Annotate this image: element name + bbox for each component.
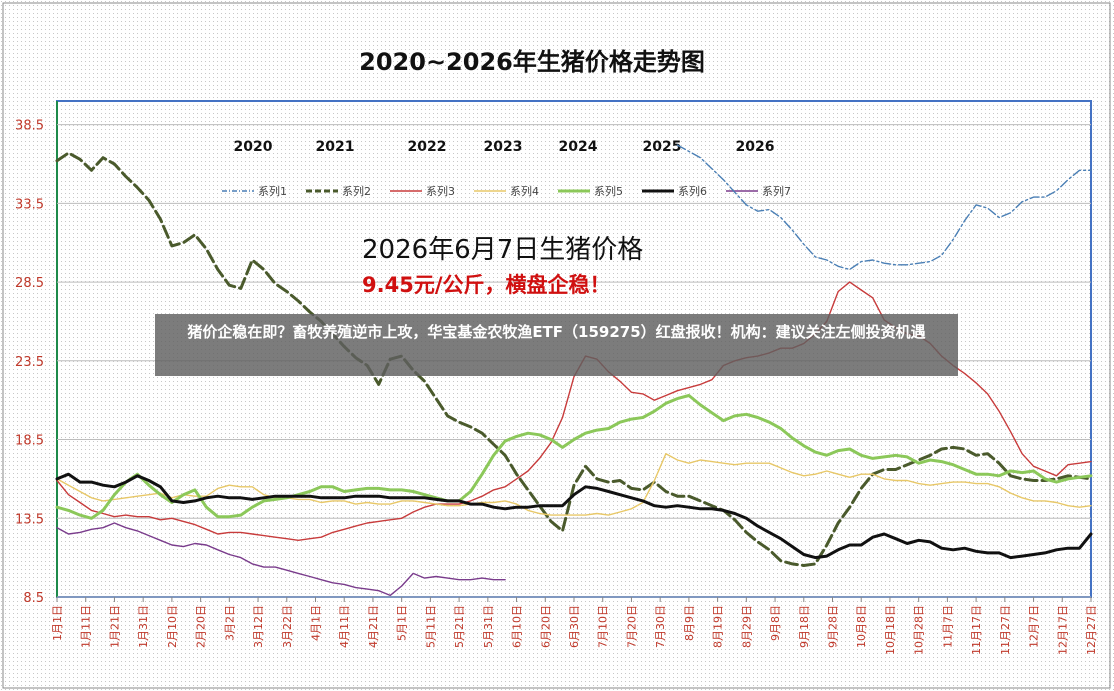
legend-label: 系列6 — [678, 184, 707, 198]
legend-label: 系列5 — [594, 184, 623, 198]
year-label: 2026 — [736, 139, 775, 155]
x-tick-label: 9月8日 — [769, 605, 782, 641]
series-line — [56, 522, 506, 597]
x-tick-label: 5月31日 — [482, 605, 495, 648]
year-label: 2022 — [408, 139, 447, 155]
x-tick-label: 10月18日 — [884, 605, 897, 655]
x-tick-label: 8月29日 — [740, 605, 753, 648]
legend-label: 系列7 — [762, 184, 791, 198]
series-line — [55, 472, 1093, 560]
x-tick-label: 12月17日 — [1056, 605, 1069, 655]
year-labels: 2020 2021 2022 2023 2024 2025 2026 — [234, 139, 775, 155]
x-tick-label: 2月20日 — [195, 605, 208, 648]
x-tick-label: 7月10日 — [597, 605, 610, 648]
legend: 系列1 系列2 系列3 系列4 系列5 系列6 系列7 — [222, 184, 791, 198]
x-tick-label: 11月27日 — [999, 605, 1012, 655]
series-line — [55, 394, 1093, 520]
year-label: 2025 — [643, 139, 682, 155]
series-line — [676, 144, 1092, 271]
x-tick-label: 10月8日 — [855, 605, 868, 648]
y-tick-label: 33.5 — [15, 197, 44, 212]
x-tick-label: 3月22日 — [281, 605, 294, 648]
x-tick-label: 9月28日 — [827, 605, 840, 648]
annotation-subline: 9.45元/公斤，横盘企稳！ — [362, 273, 610, 297]
y-tick-label: 8.5 — [23, 591, 44, 606]
legend-label: 系列3 — [426, 184, 455, 198]
x-tick-label: 8月9日 — [683, 605, 696, 641]
x-tick-label: 7月30日 — [654, 605, 667, 648]
year-label: 2021 — [316, 139, 355, 155]
x-tick-label: 12月7日 — [1028, 605, 1041, 648]
x-tick-label: 1月31日 — [137, 605, 150, 648]
news-banner: 猪价企稳在即？畜牧养殖逆市上攻，华宝基金农牧渔ETF（159275）红盘报收！机… — [155, 314, 958, 376]
x-tick-label: 4月1日 — [310, 605, 323, 641]
chart-title: 2020~2026年生猪价格走势图 — [359, 48, 705, 76]
x-tick-label: 12月27日 — [1085, 605, 1098, 655]
x-tick-label: 8月19日 — [712, 605, 725, 648]
x-tick-label: 1月11日 — [80, 605, 93, 648]
y-tick-label: 23.5 — [15, 355, 44, 370]
x-tick-label: 11月17日 — [970, 605, 983, 655]
series-line — [56, 453, 1092, 516]
legend-label: 系列4 — [510, 184, 539, 198]
legend-label: 系列2 — [342, 184, 371, 198]
x-tick-label: 10月28日 — [913, 605, 926, 655]
y-tick-label: 18.5 — [15, 434, 44, 449]
x-tick-label: 3月12日 — [252, 605, 265, 648]
annotation-headline: 2026年6月7日生猪价格 — [362, 235, 643, 265]
x-tick-label: 5月1日 — [396, 605, 409, 641]
series-line — [55, 151, 1093, 567]
x-tick-label: 9月18日 — [798, 605, 811, 648]
y-tick-label: 28.5 — [15, 276, 44, 291]
x-tick-label: 5月11日 — [424, 605, 437, 648]
x-tick-label: 6月30日 — [568, 605, 581, 648]
x-tick-label: 6月10日 — [511, 605, 524, 648]
x-tick-label: 3月2日 — [223, 605, 236, 641]
x-tick-label: 5月21日 — [453, 605, 466, 648]
x-tick-label: 7月20日 — [625, 605, 638, 648]
x-tick-label: 6月20日 — [539, 605, 552, 648]
y-tick-label: 13.5 — [15, 512, 44, 527]
x-tick-label: 11月7日 — [941, 605, 954, 648]
x-tick-label: 1月1日 — [51, 605, 64, 641]
x-axis: 1月1日 1月11日 1月21日 1月31日 2月10日 2月20日 3月2日 3月12日 3月… — [51, 597, 1098, 655]
x-tick-label: 1月21日 — [108, 605, 121, 648]
year-label: 2023 — [484, 139, 523, 155]
year-label: 2024 — [559, 139, 598, 155]
legend-label: 系列1 — [258, 184, 287, 198]
year-label: 2020 — [234, 139, 273, 155]
x-tick-label: 4月11日 — [338, 605, 351, 648]
x-tick-label: 2月10日 — [166, 605, 179, 648]
x-tick-label: 4月21日 — [367, 605, 380, 648]
y-tick-label: 38.5 — [15, 119, 44, 134]
